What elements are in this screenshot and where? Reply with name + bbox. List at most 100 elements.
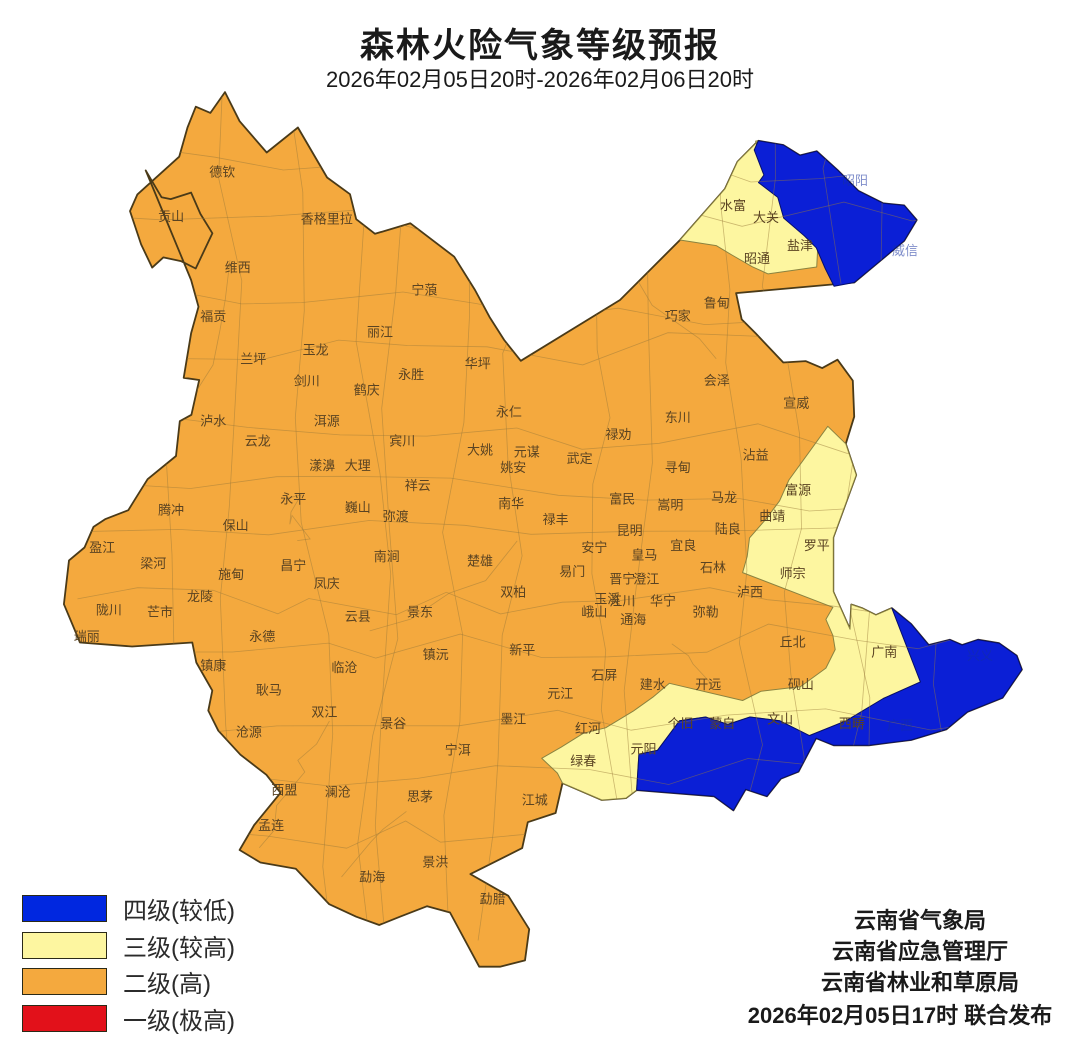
svg-text:宾川: 宾川 bbox=[389, 434, 415, 449]
svg-text:鹤庆: 鹤庆 bbox=[354, 382, 380, 397]
svg-text:芒市: 芒市 bbox=[147, 605, 173, 620]
svg-text:宜良: 宜良 bbox=[670, 538, 696, 553]
svg-text:嵩明: 嵩明 bbox=[657, 497, 683, 512]
svg-text:广南: 广南 bbox=[871, 645, 897, 660]
svg-text:陆良: 陆良 bbox=[715, 521, 741, 536]
svg-text:大姚: 大姚 bbox=[467, 442, 493, 457]
svg-text:沧源: 沧源 bbox=[236, 725, 262, 740]
svg-text:临沧: 临沧 bbox=[331, 660, 357, 675]
svg-text:武定: 武定 bbox=[567, 451, 593, 466]
svg-text:江城: 江城 bbox=[522, 793, 548, 808]
svg-text:德钦: 德钦 bbox=[209, 165, 235, 180]
svg-text:保山: 保山 bbox=[223, 518, 249, 533]
svg-text:禄劝: 禄劝 bbox=[605, 427, 631, 442]
svg-text:维西: 维西 bbox=[225, 260, 251, 275]
svg-text:石屏: 石屏 bbox=[591, 668, 617, 683]
svg-text:云县: 云县 bbox=[345, 609, 371, 624]
svg-text:澜沧: 澜沧 bbox=[325, 785, 351, 800]
svg-text:巍山: 巍山 bbox=[345, 500, 371, 515]
svg-text:易门: 易门 bbox=[559, 564, 585, 579]
svg-text:西盟: 西盟 bbox=[271, 782, 297, 797]
svg-text:曲靖: 曲靖 bbox=[759, 508, 785, 523]
svg-text:镇康: 镇康 bbox=[200, 658, 226, 673]
svg-text:安宁: 安宁 bbox=[581, 540, 607, 555]
svg-text:建水: 建水 bbox=[640, 677, 666, 692]
svg-text:凤庆: 凤庆 bbox=[314, 576, 340, 591]
svg-text:祥云: 祥云 bbox=[405, 478, 431, 493]
svg-text:红河: 红河 bbox=[575, 721, 601, 736]
svg-text:鲁甸: 鲁甸 bbox=[704, 295, 730, 310]
svg-text:罗平: 罗平 bbox=[804, 538, 830, 553]
svg-text:寻甸: 寻甸 bbox=[665, 460, 691, 475]
svg-text:元谋: 元谋 bbox=[514, 445, 540, 460]
svg-text:陇川: 陇川 bbox=[96, 602, 122, 617]
svg-text:元阳: 元阳 bbox=[630, 742, 656, 757]
svg-text:大关: 大关 bbox=[753, 210, 779, 225]
svg-text:新平: 新平 bbox=[509, 642, 535, 657]
svg-text:贡山: 贡山 bbox=[158, 209, 184, 224]
svg-text:南涧: 南涧 bbox=[374, 549, 400, 564]
svg-text:漾濞: 漾濞 bbox=[309, 458, 335, 473]
svg-text:勐海: 勐海 bbox=[359, 870, 385, 885]
svg-text:富源: 富源 bbox=[785, 482, 811, 497]
svg-text:富民: 富民 bbox=[609, 492, 635, 507]
svg-text:施甸: 施甸 bbox=[218, 567, 244, 582]
svg-text:永仁: 永仁 bbox=[496, 405, 522, 420]
svg-text:泸西: 泸西 bbox=[737, 584, 763, 599]
svg-text:镇沅: 镇沅 bbox=[423, 647, 449, 662]
svg-text:香格里拉: 香格里拉 bbox=[301, 211, 353, 226]
svg-text:开远: 开远 bbox=[695, 677, 721, 692]
svg-text:巧家: 巧家 bbox=[665, 308, 691, 323]
svg-text:兴义: 兴义 bbox=[967, 648, 993, 663]
svg-text:孟连: 孟连 bbox=[258, 818, 284, 833]
svg-text:昌宁: 昌宁 bbox=[280, 558, 306, 573]
svg-text:姚安: 姚安 bbox=[500, 460, 526, 475]
svg-text:双柏: 双柏 bbox=[500, 585, 526, 600]
svg-text:马龙: 马龙 bbox=[711, 490, 737, 505]
svg-text:景谷: 景谷 bbox=[380, 716, 406, 731]
svg-text:梁河: 梁河 bbox=[140, 556, 166, 571]
svg-text:剑川: 剑川 bbox=[294, 374, 320, 389]
svg-text:个旧: 个旧 bbox=[668, 716, 694, 731]
svg-text:江川: 江川 bbox=[609, 594, 635, 609]
svg-text:峨山: 峨山 bbox=[581, 605, 607, 620]
svg-text:玉龙: 玉龙 bbox=[303, 342, 329, 357]
svg-text:永德: 永德 bbox=[249, 629, 275, 644]
svg-text:沾益: 沾益 bbox=[743, 447, 769, 462]
svg-text:永平: 永平 bbox=[280, 491, 306, 506]
svg-text:昭通: 昭通 bbox=[744, 251, 770, 266]
svg-text:腾冲: 腾冲 bbox=[158, 502, 184, 517]
svg-text:禄丰: 禄丰 bbox=[543, 512, 569, 527]
svg-text:元江: 元江 bbox=[547, 686, 573, 701]
svg-text:宁洱: 宁洱 bbox=[445, 742, 471, 757]
svg-text:昆明: 昆明 bbox=[617, 523, 643, 538]
svg-text:泸水: 泸水 bbox=[200, 414, 226, 429]
svg-text:丘北: 丘北 bbox=[780, 634, 806, 649]
svg-text:师宗: 师宗 bbox=[780, 566, 806, 581]
svg-text:勐腊: 勐腊 bbox=[480, 892, 506, 907]
svg-text:墨江: 墨江 bbox=[500, 711, 526, 726]
svg-text:宣威: 宣威 bbox=[783, 395, 809, 410]
svg-text:景洪: 景洪 bbox=[422, 855, 448, 870]
svg-text:盈江: 盈江 bbox=[89, 540, 115, 555]
svg-text:大理: 大理 bbox=[345, 458, 371, 473]
svg-text:澄江: 澄江 bbox=[633, 571, 659, 586]
svg-text:水富: 水富 bbox=[720, 198, 746, 213]
svg-text:蒙自: 蒙自 bbox=[709, 716, 735, 731]
svg-text:瑞丽: 瑞丽 bbox=[74, 629, 100, 644]
svg-text:皇马: 皇马 bbox=[631, 547, 657, 562]
svg-text:石林: 石林 bbox=[700, 560, 726, 575]
svg-text:宁蒗: 宁蒗 bbox=[411, 282, 437, 297]
svg-text:福贡: 福贡 bbox=[200, 309, 226, 324]
svg-text:洱源: 洱源 bbox=[314, 414, 340, 429]
svg-text:永胜: 永胜 bbox=[398, 367, 424, 382]
svg-text:威信: 威信 bbox=[892, 243, 918, 258]
svg-text:绿春: 绿春 bbox=[570, 753, 596, 768]
svg-text:文山: 文山 bbox=[767, 712, 793, 727]
svg-text:弥渡: 弥渡 bbox=[383, 509, 409, 524]
svg-text:晋宁: 晋宁 bbox=[609, 571, 635, 586]
svg-text:云龙: 云龙 bbox=[245, 434, 271, 449]
svg-text:会泽: 会泽 bbox=[704, 373, 730, 388]
svg-text:景东: 景东 bbox=[407, 605, 433, 620]
svg-text:耿马: 耿马 bbox=[256, 682, 282, 697]
